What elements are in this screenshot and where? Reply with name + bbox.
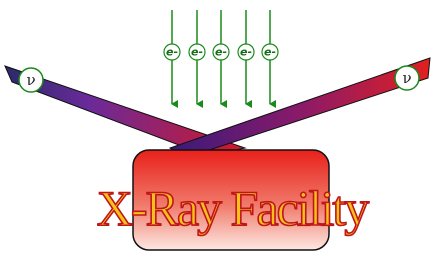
electron-label: e- [240, 46, 252, 59]
electron-label: e- [215, 46, 227, 59]
electron-label: e- [191, 46, 203, 59]
electron-label: e- [166, 46, 178, 59]
right-beam [170, 58, 430, 158]
neutrino-label: ν [402, 69, 411, 87]
diagram: e- e- e- e- e- ν ν X-Ray Facility [0, 0, 433, 257]
facility-title: X-Ray Facility [97, 180, 370, 236]
electron-label: e- [264, 46, 276, 59]
neutrino-label: ν [26, 71, 35, 89]
